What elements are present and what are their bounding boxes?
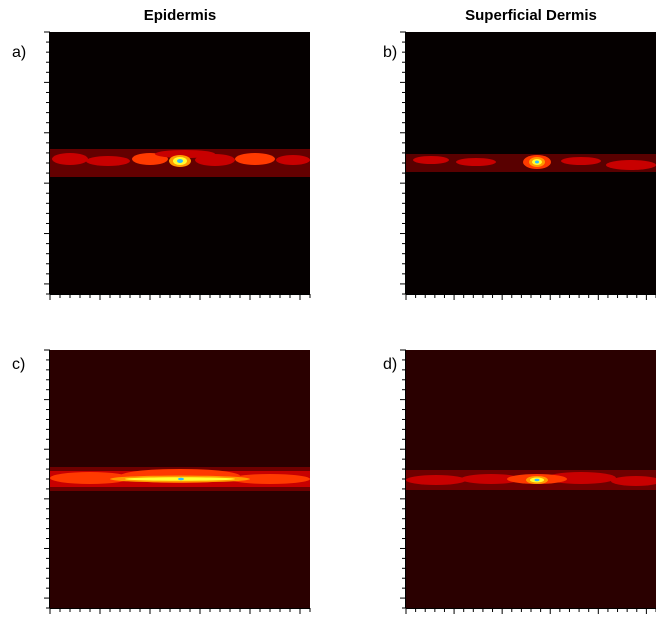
- band-blob: [276, 155, 310, 165]
- band-blob: [606, 160, 656, 170]
- hotspot-core: [178, 477, 184, 481]
- panel-label-b: b): [383, 44, 398, 61]
- heatmap-panel-c: [50, 350, 310, 608]
- heatmap-image-a: [50, 32, 310, 294]
- band-blob: [195, 154, 235, 166]
- hotspot-core: [177, 159, 183, 163]
- band-blob: [235, 153, 275, 165]
- band-blob: [52, 153, 88, 165]
- band-blob: [611, 476, 656, 486]
- band-blob: [413, 156, 449, 164]
- hotspot-core: [534, 478, 540, 482]
- band-blob: [86, 156, 130, 166]
- band-blob: [561, 157, 601, 165]
- band-blob: [155, 150, 215, 158]
- panel-label-a: a): [12, 44, 27, 61]
- column-title-superficial-dermis: Superficial Dermis: [465, 7, 597, 24]
- band-blob: [461, 474, 521, 484]
- hotspot-core: [535, 160, 539, 164]
- column-title-epidermis: Epidermis: [143, 7, 217, 24]
- panel-label-c: c): [12, 356, 26, 373]
- heatmap-panel-a: [50, 32, 310, 294]
- heatmap-image-b: [406, 32, 656, 294]
- heatmap-image-c: [50, 350, 310, 608]
- band-blob: [456, 158, 496, 166]
- heatmap-image-d: [406, 350, 656, 608]
- band-blob: [230, 474, 310, 484]
- band-blob: [406, 475, 466, 485]
- band-blob: [50, 472, 130, 484]
- band-blob: [132, 153, 168, 165]
- heatmap-panel-b: [406, 32, 656, 294]
- heatmap-panel-d: [406, 350, 656, 608]
- panel-label-d: d): [383, 356, 398, 373]
